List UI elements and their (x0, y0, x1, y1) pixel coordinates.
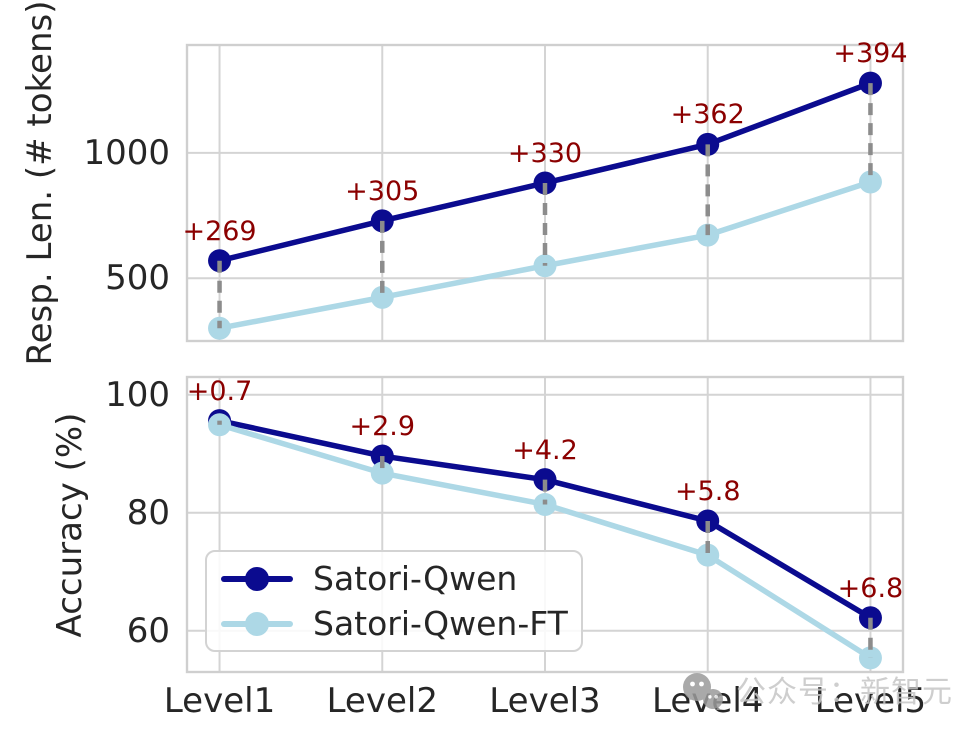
x-tick-label-level4: Level4 (652, 681, 764, 721)
legend-entry-satori-qwen: Satori-Qwen (221, 562, 581, 595)
marker-satori-qwen-ft-level2 (370, 285, 394, 309)
legend: Satori-Qwen Satori-Qwen-FT (205, 550, 583, 652)
legend-dot-icon (245, 566, 269, 591)
legend-swatch-satori-qwen (221, 566, 293, 592)
diff-annotation: +330 (507, 137, 583, 169)
x-tick-label-level1: Level1 (163, 681, 276, 721)
x-tick-label-level3: Level3 (489, 681, 601, 721)
diff-annotation: +2.9 (349, 411, 416, 443)
x-tick-label-level5: Level5 (814, 681, 927, 721)
diff-annotation: +269 (182, 215, 257, 247)
diff-annotation: +4.2 (512, 434, 578, 466)
diff-annotation: +305 (345, 175, 420, 207)
legend-swatch-satori-qwen-ft (221, 611, 293, 637)
legend-dot-icon (245, 611, 269, 636)
top-y-axis-label: Resp. Len. (# tokens) (20, 0, 60, 366)
diff-annotation: +5.8 (674, 475, 741, 507)
x-tick-label-level2: Level2 (326, 681, 438, 721)
legend-entry-satori-qwen-ft: Satori-Qwen-FT (221, 607, 581, 640)
y-tick-label: 500 (105, 258, 170, 299)
diff-annotation: +0.7 (186, 375, 253, 407)
axes-frame (185, 375, 905, 674)
diff-annotation: +6.8 (837, 572, 904, 604)
marker-satori-qwen-ft-level5 (858, 170, 882, 194)
diff-annotation: +394 (833, 38, 908, 70)
y-tick-label: 60 (126, 610, 170, 651)
y-tick-label: 80 (126, 492, 170, 533)
y-tick-label: 1000 (83, 132, 170, 173)
diff-annotation: +362 (670, 99, 745, 131)
marker-satori-qwen-ft-level4 (696, 543, 720, 567)
axes-frame (185, 43, 905, 343)
marker-satori-qwen-ft-level2 (370, 461, 394, 485)
legend-label: Satori-Qwen-FT (313, 604, 568, 643)
legend-label: Satori-Qwen (313, 559, 518, 598)
y-tick-label: 100 (105, 374, 170, 415)
bottom-y-axis-label: Accuracy (%) (50, 412, 90, 638)
